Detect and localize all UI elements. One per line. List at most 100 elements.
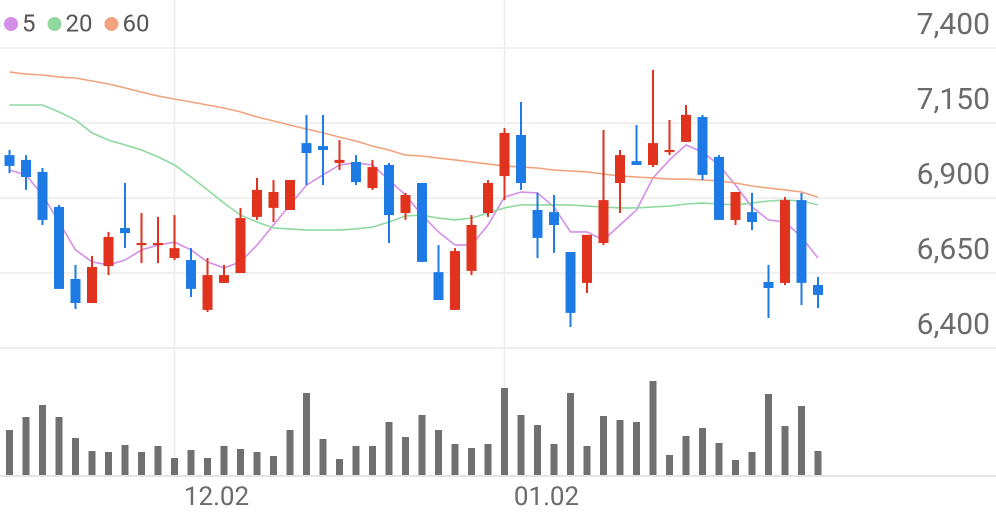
ma-line xyxy=(9,143,819,269)
candle-body xyxy=(466,225,477,271)
candle-body xyxy=(219,275,229,283)
candle-body xyxy=(103,237,114,267)
candle-body xyxy=(763,282,774,288)
candle-body xyxy=(351,162,361,183)
candle-body xyxy=(417,183,427,262)
volume-bar xyxy=(121,445,129,475)
candle-body xyxy=(433,272,444,300)
volume-bar xyxy=(220,446,228,475)
volume-bar xyxy=(732,460,739,475)
volume-bar xyxy=(451,444,459,475)
candle-body xyxy=(70,279,81,303)
candle-body xyxy=(582,234,592,283)
candle-body xyxy=(4,155,15,166)
y-tick-label: 6,650 xyxy=(917,232,990,267)
candle-body xyxy=(136,243,147,246)
volume-bar xyxy=(748,452,756,475)
volume-bar xyxy=(699,428,706,475)
volume-bar xyxy=(781,426,789,475)
volume-bar xyxy=(567,393,574,475)
volume-bar xyxy=(666,455,673,475)
candle-body xyxy=(450,251,460,310)
candle-body xyxy=(54,207,64,289)
volume-bar xyxy=(501,388,508,475)
legend-swatch xyxy=(4,17,18,31)
candle-body xyxy=(516,135,526,183)
volume-bar xyxy=(369,446,376,475)
volume-bar xyxy=(385,422,393,475)
volume-bar xyxy=(600,416,607,475)
legend-label: 5 xyxy=(22,9,36,37)
volume-bar xyxy=(39,405,46,475)
candle-body xyxy=(21,159,31,177)
volume-bar xyxy=(682,436,690,475)
candle-body xyxy=(235,218,246,273)
volume-bar xyxy=(319,439,327,475)
legend-swatch xyxy=(104,17,119,31)
volume-bar xyxy=(336,459,343,475)
volume-bar xyxy=(715,443,723,475)
candle-body xyxy=(285,180,295,210)
candle-body xyxy=(565,252,576,313)
volume-bar xyxy=(550,444,558,475)
volume-bar xyxy=(171,458,178,475)
volume-bar xyxy=(468,448,475,475)
volume-bar xyxy=(55,417,63,475)
volume-bar xyxy=(633,422,640,475)
volume-bar xyxy=(6,430,13,475)
candle-body xyxy=(367,167,378,189)
volume-bar xyxy=(435,430,442,475)
candle-body xyxy=(747,212,757,222)
candle-body xyxy=(615,155,625,183)
candle-body xyxy=(499,132,510,177)
y-tick-label: 6,400 xyxy=(917,307,990,342)
volume-bar xyxy=(303,393,310,475)
volume-bar xyxy=(88,451,96,475)
candle-body xyxy=(483,183,493,213)
volume-bar xyxy=(154,446,162,475)
candle-body xyxy=(549,212,559,225)
candle-body xyxy=(681,114,691,142)
volume-bar xyxy=(253,452,261,475)
candle-body xyxy=(268,192,279,208)
volume-bar xyxy=(814,451,822,475)
candle-body xyxy=(301,143,312,153)
volume-bar xyxy=(187,450,195,475)
candle-body xyxy=(598,200,609,243)
volume-bar xyxy=(583,446,591,475)
volume-bar xyxy=(517,415,525,475)
candle-body xyxy=(532,210,543,238)
candle-body xyxy=(796,200,807,283)
candle-body xyxy=(120,228,130,234)
candle-body xyxy=(252,189,262,217)
candle-body xyxy=(202,275,213,310)
volume-bar xyxy=(534,425,541,475)
ma-line xyxy=(9,104,819,231)
volume-bar xyxy=(286,430,294,475)
volume-bar xyxy=(649,381,657,475)
y-tick-label: 6,900 xyxy=(917,157,990,192)
volume-bar xyxy=(237,449,244,475)
volume-bar xyxy=(616,420,624,475)
candle-body xyxy=(37,171,48,220)
candle-body xyxy=(664,150,675,153)
candle-body xyxy=(780,200,790,283)
volume-bar xyxy=(105,452,112,475)
legend-swatch xyxy=(47,17,62,31)
volume-bar xyxy=(270,456,277,475)
x-tick-label: 01.02 xyxy=(514,482,579,512)
volume-bar xyxy=(352,446,360,475)
volume-bar xyxy=(402,437,409,475)
candle-body xyxy=(186,260,196,289)
candle-body xyxy=(400,195,411,213)
candle-body xyxy=(153,243,163,246)
candle-body xyxy=(648,143,658,165)
candle-body xyxy=(87,267,97,303)
volume-bar xyxy=(798,406,805,475)
y-tick-label: 7,400 xyxy=(917,7,990,42)
candle-body xyxy=(697,117,708,175)
legend-label: 60 xyxy=(122,9,149,37)
candle-body xyxy=(318,146,328,150)
candle-body xyxy=(334,159,345,163)
